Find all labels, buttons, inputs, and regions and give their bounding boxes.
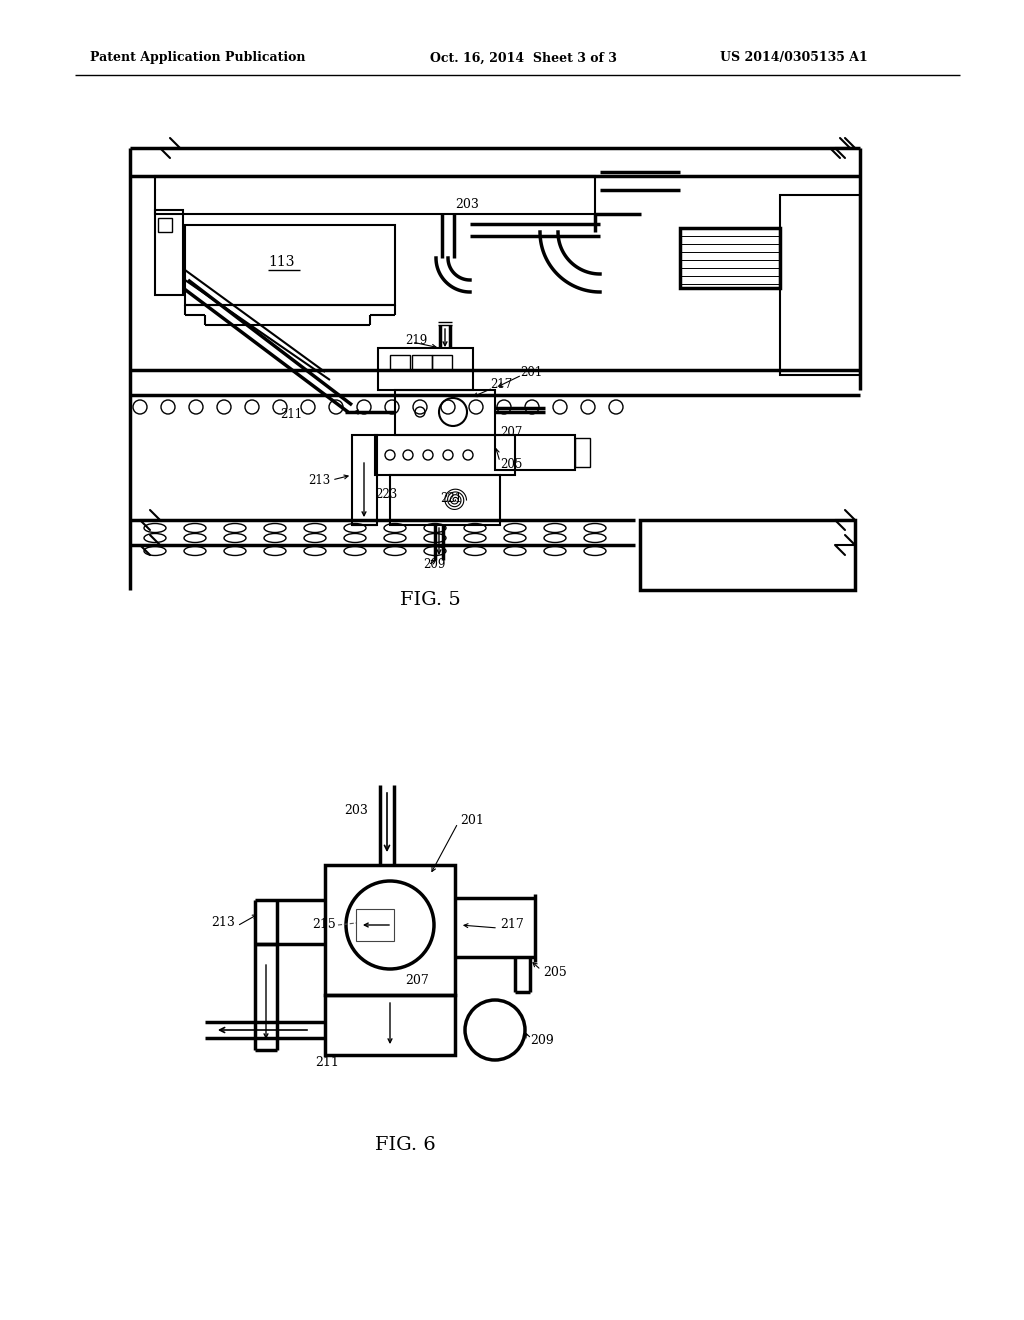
Bar <box>155 210 183 294</box>
Text: Patent Application Publication: Patent Application Publication <box>90 51 305 65</box>
Text: 201: 201 <box>520 366 543 379</box>
Bar <box>158 218 172 232</box>
Text: Oct. 16, 2014  Sheet 3 of 3: Oct. 16, 2014 Sheet 3 of 3 <box>430 51 616 65</box>
Text: 205: 205 <box>500 458 522 471</box>
Text: 213: 213 <box>211 916 234 929</box>
Bar <box>155 176 595 214</box>
Bar <box>395 389 495 436</box>
Text: FIG. 5: FIG. 5 <box>399 591 461 609</box>
Text: 211: 211 <box>315 1056 339 1068</box>
Text: 221: 221 <box>440 491 462 504</box>
Bar <box>575 438 590 467</box>
Bar <box>412 355 432 370</box>
Text: 217: 217 <box>490 379 512 392</box>
Text: 203: 203 <box>455 198 479 211</box>
Text: 205: 205 <box>543 965 566 978</box>
Bar <box>352 436 377 525</box>
Text: 113: 113 <box>268 255 295 269</box>
Bar <box>356 909 394 941</box>
Text: 203: 203 <box>344 804 368 817</box>
Text: 211: 211 <box>280 408 302 421</box>
Bar <box>495 436 575 470</box>
Bar <box>325 995 455 1055</box>
Bar <box>378 348 473 389</box>
Bar <box>432 355 452 370</box>
Bar <box>640 520 855 590</box>
Text: 213: 213 <box>308 474 330 487</box>
Bar <box>780 195 860 375</box>
Text: 207: 207 <box>406 974 429 986</box>
Text: 219: 219 <box>406 334 427 346</box>
Text: FIG. 6: FIG. 6 <box>375 1137 435 1154</box>
Bar <box>390 475 500 525</box>
Text: 217: 217 <box>500 919 523 932</box>
Text: US 2014/0305135 A1: US 2014/0305135 A1 <box>720 51 867 65</box>
Bar <box>390 355 410 370</box>
Text: 223: 223 <box>375 488 397 502</box>
Bar <box>375 436 515 475</box>
Bar <box>185 224 395 305</box>
Text: 201: 201 <box>460 813 484 826</box>
Bar <box>680 228 780 288</box>
Bar <box>325 865 455 995</box>
Text: 215: 215 <box>312 919 336 932</box>
Text: 209: 209 <box>423 558 445 572</box>
Text: 209: 209 <box>530 1034 554 1047</box>
Text: 207: 207 <box>500 425 522 438</box>
